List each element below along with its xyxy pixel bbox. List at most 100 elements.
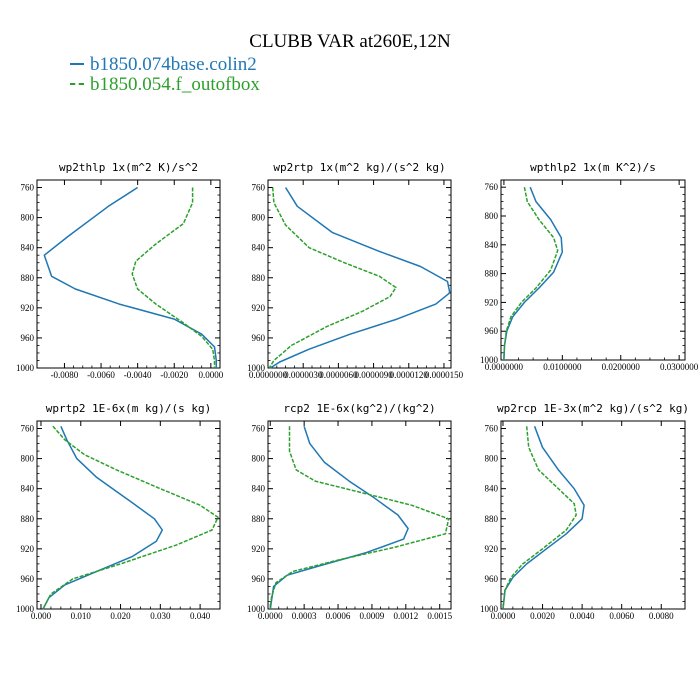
y-tick-label: 800 [485,211,499,221]
y-tick-label: 920 [21,303,35,313]
x-tick-label: 0.0000120 [390,370,429,380]
y-tick-label: 760 [21,183,35,193]
panel-title: wpthlp2 1x(m K^2)/s [530,161,656,174]
series-line-1 [269,426,409,610]
y-tick-label: 760 [485,182,499,192]
x-tick-label: 0.0020 [530,611,555,621]
x-tick-label: 0.0000 [258,611,283,621]
x-tick-label: 0.030 [150,611,171,621]
x-tick-label: 0.0000090 [354,370,393,380]
y-tick-label: 1000 [247,363,266,373]
series-line-2 [503,187,559,361]
x-tick-label: 0.0080 [649,611,674,621]
x-tick-label: 0.0006 [326,611,351,621]
series-line-1 [43,186,218,368]
y-tick-label: 1000 [16,363,35,373]
y-tick-label: 840 [485,240,499,250]
series-line-2 [268,187,397,369]
x-tick-label: 0.0040 [570,611,595,621]
y-tick-label: 800 [21,454,35,464]
series-line-2 [42,425,219,610]
y-tick-label: 840 [21,243,35,253]
x-tick-label: 0.020 [110,611,131,621]
y-tick-label: 920 [21,544,35,554]
y-tick-label: 960 [252,574,266,584]
x-tick-label: -0.0060 [87,370,115,380]
x-tick-label: 0.0000000 [485,362,524,372]
legend-label-1: b1850.074base.colin2 [90,54,257,75]
x-tick-label: 0.0000 [198,370,223,380]
x-tick-label: -0.0040 [124,370,152,380]
panel-frame [36,179,221,369]
panel-frame [500,179,686,361]
x-tick-label: 0.0009 [360,611,385,621]
panel-frame [500,420,686,610]
x-tick-label: 0.0300000 [660,362,699,372]
y-tick-label: 880 [252,514,266,524]
panel-2: wp2rtp 1x(m^2 kg)/(s^2 kg) 760 800 840 880 92… [247,161,464,380]
series-line-2 [131,187,216,368]
series-line-1 [42,425,164,610]
panel-title: wp2thlp 1x(m^2 K)/s^2 [59,161,198,174]
legend-label-2: b1850.054.f_outofbox [90,74,260,95]
x-tick-label: 0.010 [71,611,92,621]
y-tick-label: 760 [252,424,266,434]
y-tick-label: 840 [252,484,266,494]
y-tick-label: 960 [485,574,499,584]
panel-title: rcp2 1E-6x(kg^2)/(kg^2) [283,402,435,415]
y-tick-label: 840 [485,484,499,494]
panel-1: wp2thlp 1x(m^2 K)/s^2 760 800 840 880 920 960 1… [16,161,224,380]
y-tick-label: 1000 [480,604,499,614]
y-tick-label: 880 [485,269,499,279]
y-tick-label: 1000 [16,604,35,614]
x-tick-label: -0.0020 [160,370,188,380]
figure-title: CLUBB VAR at260E,12N [249,31,451,52]
series-line-1 [269,187,451,369]
y-tick-label: 760 [485,424,499,434]
panel-frame [267,179,452,369]
x-tick-label: 0.0200000 [602,362,641,372]
legend-line-1 [70,62,84,65]
panel-title: wprtp2 1E-6x(m kg)/(s kg) [46,402,212,415]
y-tick-label: 1000 [247,604,266,614]
panel-3: wpthlp2 1x(m K^2)/s 760 800 840 880 920 960 100… [480,161,699,372]
series-line-1 [503,186,564,361]
panel-5: rcp2 1E-6x(kg^2)/(kg^2) 760 800 840 880 920 96… [247,402,453,621]
panel-title: wp2rtp 1x(m^2 kg)/(s^2 kg) [273,161,445,174]
x-tick-label: 0.0100000 [543,362,582,372]
series-line-1 [502,426,585,610]
y-tick-label: 880 [252,273,266,283]
legend-line-2 [70,82,84,85]
y-tick-label: 840 [21,484,35,494]
x-tick-label: 0.0000030 [284,370,323,380]
x-tick-label: 0.0015 [427,611,452,621]
y-tick-label: 880 [21,514,35,524]
y-tick-label: 960 [252,333,266,343]
x-tick-label: 0.040 [190,611,211,621]
x-tick-label: 0.0000 [491,611,516,621]
panel-title: wp2rcp 1E-3x(m^2 kg)/(s^2 kg) [497,402,689,415]
y-tick-label: 960 [21,574,35,584]
x-tick-label: 0.0000000 [249,370,288,380]
panel-4: wprtp2 1E-6x(m kg)/(s kg) 760 800 840 880 920… [16,402,221,621]
x-tick-label: -0.0080 [51,370,79,380]
y-tick-label: 920 [252,544,266,554]
x-tick-label: 0.0000150 [425,370,464,380]
y-tick-label: 1000 [480,355,499,365]
y-tick-label: 800 [485,454,499,464]
y-tick-label: 800 [21,213,35,223]
series-line-2 [502,426,577,610]
x-tick-label: 0.000 [31,611,52,621]
y-tick-label: 920 [485,544,499,554]
y-tick-label: 760 [21,424,35,434]
x-tick-label: 0.0012 [393,611,418,621]
series-line-2 [269,426,450,610]
legend-entry-1: b1850.074base.colin2 [70,54,257,76]
y-tick-label: 800 [252,213,266,223]
x-tick-label: 0.0060 [609,611,634,621]
panel-6: wp2rcp 1E-3x(m^2 kg)/(s^2 kg) 760 800 840 88… [480,402,689,621]
x-tick-label: 0.0000060 [319,370,358,380]
x-tick-label: 0.0003 [292,611,317,621]
